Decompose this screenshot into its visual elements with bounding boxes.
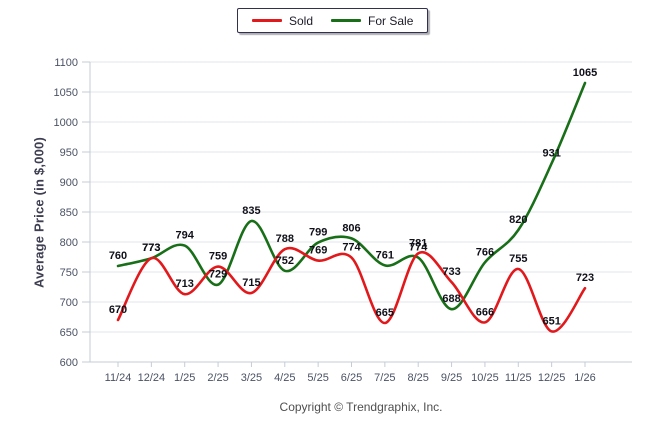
sold-point-label: 773 <box>142 242 160 254</box>
for-sale-point-label: 773 <box>142 242 160 254</box>
sold-point-label: 774 <box>342 242 361 254</box>
for-sale-point-label: 1065 <box>573 67 597 79</box>
for-sale-point-label: 729 <box>209 269 227 281</box>
sold-point-label: 713 <box>176 278 194 290</box>
x-tick-label: 11/25 <box>505 372 532 384</box>
y-tick-label: 1100 <box>54 57 78 69</box>
x-tick-label: 8/25 <box>408 372 429 384</box>
sold-line-swatch <box>252 19 282 22</box>
x-tick-label: 1/25 <box>174 372 195 384</box>
for-sale-point-label: 835 <box>242 205 260 217</box>
x-tick-label: 9/25 <box>441 372 462 384</box>
for-sale-point-label: 806 <box>342 222 360 234</box>
x-tick-label: 11/24 <box>105 372 132 384</box>
x-tick-label: 1/26 <box>574 372 595 384</box>
chart-legend: Sold For Sale <box>237 8 429 33</box>
x-tick-label: 5/25 <box>307 372 328 384</box>
legend-item-for-sale: For Sale <box>331 14 413 28</box>
sold-point-label: 759 <box>209 251 227 263</box>
sold-point-label: 781 <box>409 237 427 249</box>
sold-point-label: 670 <box>109 304 127 316</box>
y-tick-label: 700 <box>60 297 78 309</box>
sold-point-label: 723 <box>576 272 594 284</box>
sold-point-label: 788 <box>276 233 294 245</box>
y-tick-label: 650 <box>60 327 78 339</box>
for-sale-point-label: 761 <box>376 249 394 261</box>
y-tick-label: 1050 <box>54 87 78 99</box>
x-tick-label: 2/25 <box>207 372 228 384</box>
for-sale-point-label: 688 <box>442 293 460 305</box>
for-sale-point-label: 820 <box>509 214 527 226</box>
y-tick-label: 900 <box>60 177 78 189</box>
sold-point-label: 665 <box>376 307 394 319</box>
x-tick-label: 4/25 <box>274 372 295 384</box>
x-tick-label: 12/24 <box>138 372 166 384</box>
for-sale-point-label: 799 <box>309 227 327 239</box>
legend-label-sold: Sold <box>289 13 314 28</box>
sold-point-label: 733 <box>442 266 460 278</box>
sold-line <box>116 246 587 333</box>
legend-item-sold: Sold <box>252 14 313 28</box>
legend-label-for-sale: For Sale <box>368 13 414 28</box>
sold-point-label: 666 <box>476 306 494 318</box>
x-tick-label: 12/25 <box>538 372 566 384</box>
for-sale-point-label: 752 <box>276 255 294 267</box>
for-sale-line-swatch <box>331 19 362 22</box>
sold-point-label: 769 <box>309 245 327 257</box>
sold-point-label: 755 <box>509 253 527 265</box>
for-sale-line <box>116 81 587 311</box>
y-tick-label: 800 <box>60 237 78 249</box>
y-tick-label: 950 <box>60 147 78 159</box>
y-tick-label: 750 <box>60 267 78 279</box>
copyright-text: Copyright © Trendgraphix, Inc. <box>279 400 443 414</box>
y-tick-label: 850 <box>60 207 78 219</box>
for-sale-point-label: 774 <box>409 242 428 254</box>
for-sale-point-label: 760 <box>109 250 127 262</box>
for-sale-point-label: 794 <box>176 230 195 242</box>
y-tick-label: 600 <box>60 357 78 369</box>
for-sale-point-label: 766 <box>476 246 494 258</box>
sold-point-label: 715 <box>242 277 260 289</box>
y-tick-label: 1000 <box>54 117 78 129</box>
x-tick-label: 6/25 <box>341 372 362 384</box>
x-tick-label: 3/25 <box>241 372 262 384</box>
sold-point-label: 651 <box>542 315 560 327</box>
x-tick-label: 10/25 <box>471 372 499 384</box>
x-tick-label: 7/25 <box>374 372 395 384</box>
for-sale-point-label: 931 <box>542 147 560 159</box>
